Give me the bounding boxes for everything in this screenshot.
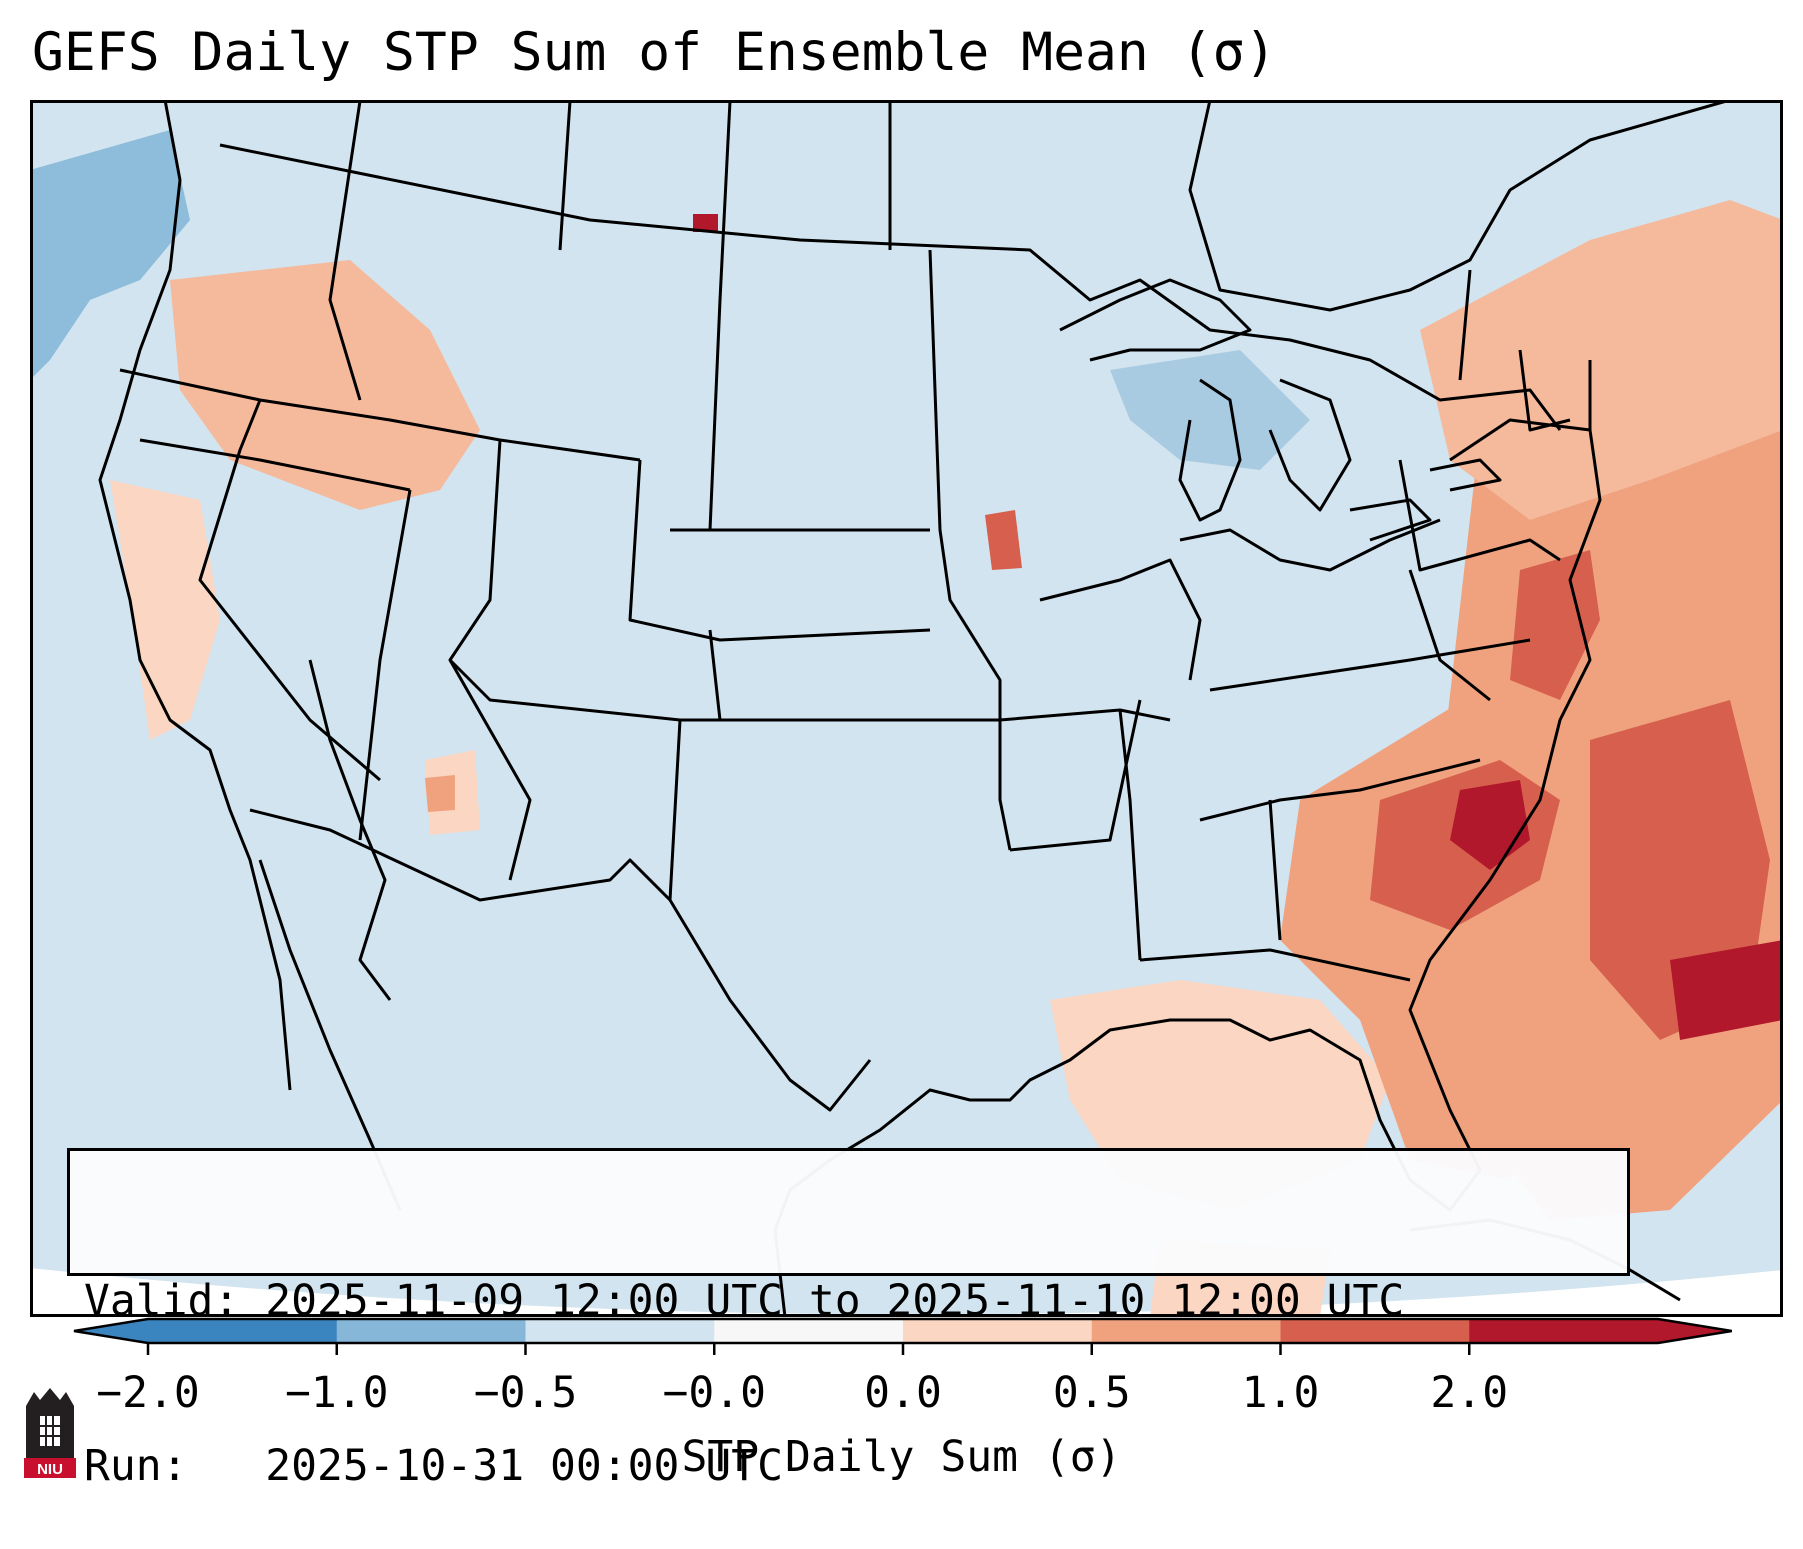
colorbar-segment [148, 1319, 338, 1343]
us-canada-border [219, 143, 1562, 431]
anomaly-region-great-lakes [1110, 350, 1310, 470]
anomaly-region-atlantic-core-max [1670, 940, 1783, 1040]
anomaly-region-northeast-new-england [1420, 200, 1783, 520]
state-borders [119, 100, 1592, 982]
colorbar-tick-label: −0.5 [473, 1368, 578, 1418]
colorbar-tick-label: −1.0 [284, 1368, 389, 1418]
colorbar-segment [525, 1319, 715, 1343]
valid-time-text: Valid: 2025-11-09 12:00 UTC to 2025-11-1… [84, 1276, 1405, 1326]
logo-text: NIU [37, 1461, 63, 1478]
colorbar-extend-high [1658, 1319, 1732, 1343]
niu-logo: NIU [24, 1388, 76, 1478]
colorbar-label: STP Daily Sum (σ) [681, 1432, 1122, 1482]
map-panel [30, 100, 1783, 1317]
mexico-border [249, 808, 872, 1112]
logo-window-icon [40, 1416, 60, 1446]
colorbar-extend-low [74, 1319, 148, 1343]
anomaly-region-pacific-offshore [30, 130, 190, 380]
colorbar-tick-label: 1.0 [1241, 1368, 1320, 1418]
colorbar-segment [1280, 1319, 1470, 1343]
logo-window-grid-icon [40, 1416, 60, 1446]
anomaly-region-iowa [985, 510, 1022, 570]
colorbar-tick-label: −0.0 [662, 1368, 767, 1418]
anomaly-region-california-coast [110, 480, 220, 740]
colorbar-segment [714, 1319, 904, 1343]
colorbar-segment [336, 1319, 526, 1343]
colorbar-tick-label: 0.5 [1052, 1368, 1131, 1418]
colorbar [73, 1317, 1732, 1355]
logo-banner [24, 1458, 76, 1478]
colorbar-tick-label: 0.0 [864, 1368, 942, 1418]
valid-run-info-box: Valid: 2025-11-09 12:00 UTC to 2025-11-1… [67, 1148, 1630, 1491]
run-time-text: Run: 2025-10-31 00:00 UTC [84, 1441, 783, 1491]
colorbar-segment [1469, 1319, 1659, 1343]
colorbar-segment [1091, 1319, 1281, 1343]
projection-outside-area [30, 1268, 1783, 1317]
anomaly-region-ontario-montana [693, 214, 718, 232]
chart-title: GEFS Daily STP Sum of Ensemble Mean (σ) [32, 22, 1277, 83]
anomaly-region-pacific-northwest [170, 260, 480, 510]
colorbar-tick-label: 2.0 [1430, 1368, 1509, 1418]
colorbar-segment [903, 1319, 1093, 1343]
anomaly-region-arizona-core [425, 775, 455, 812]
great-lakes-shorelines [1059, 278, 1502, 542]
map-frame [30, 100, 1783, 1317]
colorbar-tick-labels: −2.0 −1.0 −0.5 −0.0 0.0 0.5 1.0 2.0 [0, 1368, 1803, 1428]
colorbar-tick-label: −2.0 [96, 1368, 200, 1418]
anomaly-region-mid-atlantic-new-jersey [1510, 550, 1600, 700]
